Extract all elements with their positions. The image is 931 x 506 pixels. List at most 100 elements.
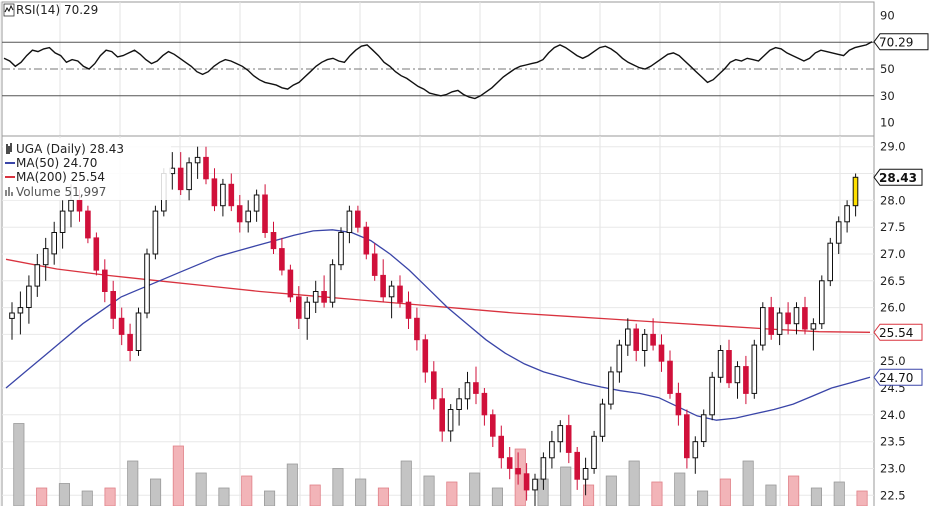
candle (144, 248, 150, 319)
volume-bar (13, 423, 25, 506)
volume-bar (195, 472, 207, 506)
candle (565, 414, 572, 464)
price-tick-label: 23.5 (880, 435, 906, 449)
candle (9, 302, 15, 340)
rsi-panel: RSI(14) 70.29 90 50 30 10 70.29 (0, 1, 929, 137)
candle (608, 366, 614, 410)
legend-ma50: MA(50) 24.70 (5, 156, 97, 170)
candle-body (464, 382, 471, 400)
candle-body (751, 344, 758, 394)
volume-bar (856, 490, 868, 506)
rsi-tick-label: 30 (880, 89, 895, 103)
price-tick-label: 27.5 (880, 220, 906, 234)
candle (557, 420, 564, 453)
legend-ticker-text: UGA (Daily) 28.43 (16, 142, 124, 156)
candle (582, 457, 589, 496)
price-tick-label: 23.0 (880, 462, 906, 476)
candle-body (726, 350, 732, 384)
volume-bar (788, 475, 800, 506)
legend-background (3, 138, 171, 200)
rsi-last-value-text: 70.29 (879, 35, 913, 49)
candle (355, 205, 361, 233)
candle (515, 452, 521, 485)
candle-body (355, 210, 361, 228)
ma50-line (5, 229, 871, 421)
candle (692, 436, 699, 474)
rsi-last-value-tag: 70.29 (873, 33, 929, 51)
ma50-value-tag: 24.70 (873, 368, 923, 386)
candle-body (296, 296, 302, 319)
candle-body (835, 221, 842, 244)
candle (102, 259, 108, 303)
candle-body (118, 317, 125, 335)
candle-body (388, 285, 395, 298)
candle-body (776, 312, 783, 335)
candle (675, 382, 682, 426)
candle-body (515, 468, 521, 475)
candle (304, 296, 310, 340)
legend-ma50-text: MA(50) 24.70 (16, 156, 97, 170)
candle-body (473, 382, 479, 394)
volume-bar (491, 487, 503, 506)
candle (641, 329, 648, 367)
candle (34, 254, 41, 297)
candle (439, 388, 445, 442)
candle-body (819, 280, 825, 325)
candle-body (34, 264, 41, 287)
candle (135, 307, 142, 356)
candle-body (127, 333, 133, 351)
candle (574, 447, 581, 490)
candle (42, 237, 49, 281)
candle (388, 280, 395, 319)
candle-body (439, 398, 445, 432)
price-tick-label: 22.5 (880, 488, 906, 502)
candle (473, 366, 479, 405)
candle-body (700, 414, 707, 443)
candle (650, 318, 656, 351)
candle-body (68, 199, 74, 212)
volume-bar (286, 463, 298, 506)
candle-body (802, 307, 808, 330)
candle (717, 345, 724, 383)
volume-bar (765, 484, 777, 506)
candle (734, 361, 741, 399)
candle (118, 307, 125, 346)
ma50-value-text: 24.70 (879, 371, 913, 385)
candle-body (608, 371, 614, 405)
candle-body (346, 210, 353, 234)
candle-body (51, 232, 58, 255)
volume-bar (400, 460, 412, 506)
volume-bar (697, 490, 709, 506)
candle (422, 334, 429, 383)
candle-body (827, 242, 834, 282)
legend-ticker: UGA (Daily) 28.43 (6, 142, 124, 156)
candle-body (565, 425, 572, 453)
candle (26, 275, 32, 324)
candle-body (422, 339, 429, 373)
candle (152, 205, 159, 260)
candle-body (481, 392, 488, 416)
candle-body (59, 210, 66, 234)
candle-body (768, 307, 775, 335)
candle-body (523, 473, 530, 491)
candle-body (245, 210, 251, 223)
candle-body (397, 285, 403, 303)
candle-body (667, 360, 673, 394)
candle-body (194, 156, 201, 164)
candle-body (405, 301, 412, 319)
candle (709, 371, 715, 421)
candle (220, 178, 226, 217)
candle-body (540, 457, 547, 480)
candle (17, 291, 24, 335)
candle (186, 157, 192, 201)
candle (203, 146, 209, 185)
volume-bar (81, 490, 93, 506)
candle (456, 388, 462, 426)
volume-bar (355, 478, 367, 506)
price-tick-label: 26.5 (880, 274, 906, 288)
legend-ma200: MA(200) 25.54 (5, 170, 105, 184)
candle-body (844, 205, 850, 223)
candle (93, 232, 100, 276)
volume-bar (628, 460, 640, 506)
candle (194, 146, 201, 179)
